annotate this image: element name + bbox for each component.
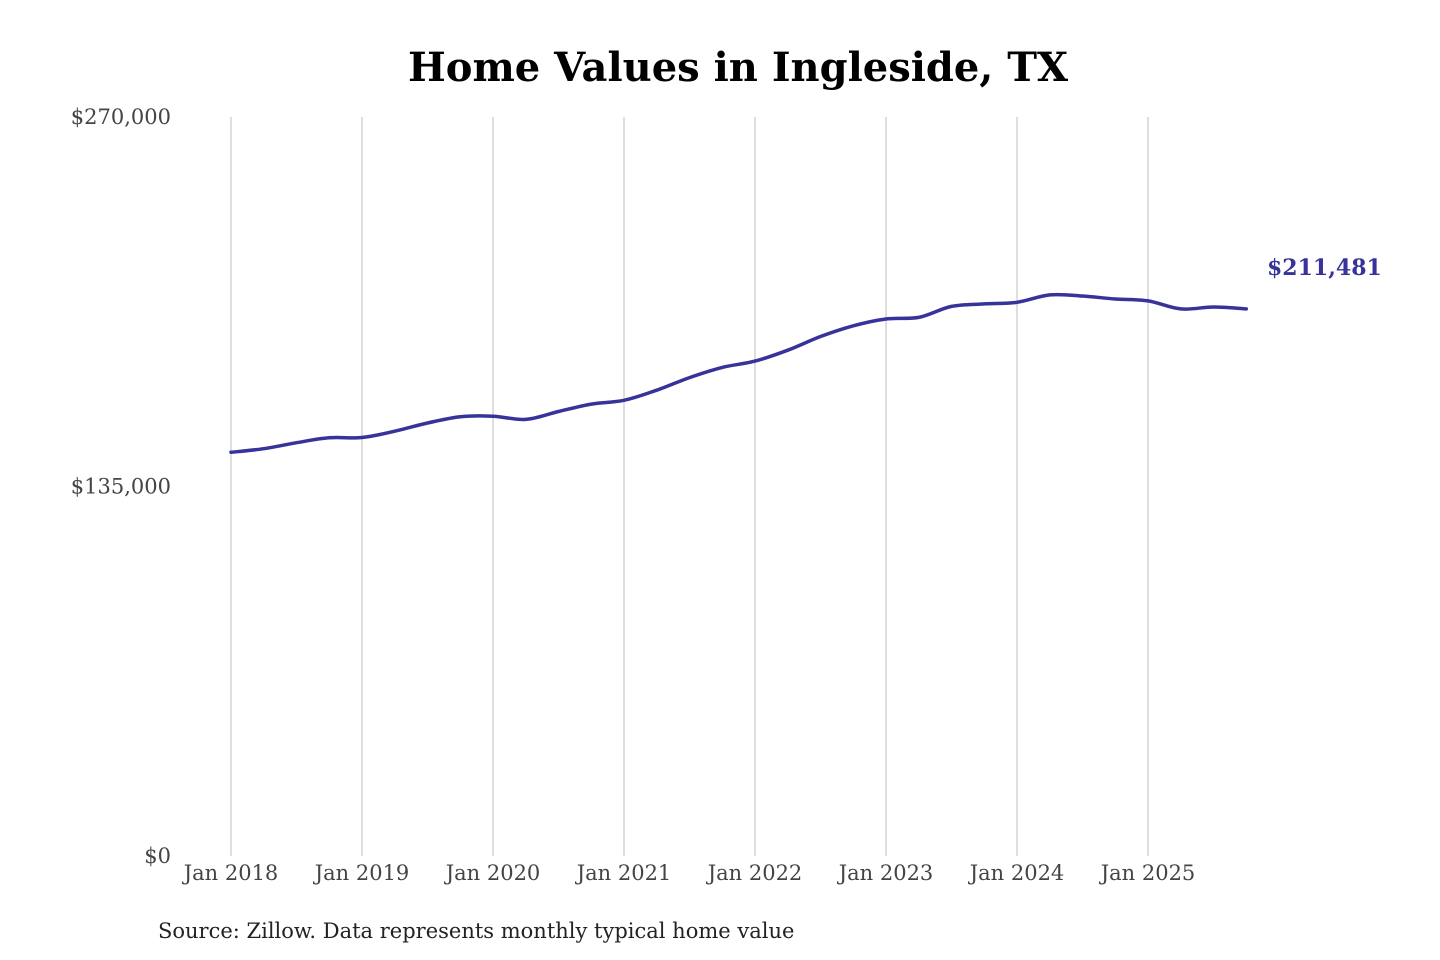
x-tick-label: Jan 2018 bbox=[182, 861, 279, 885]
series-line bbox=[229, 292, 1249, 455]
x-tick-label: Jan 2024 bbox=[968, 861, 1065, 885]
y-tick-label: $0 bbox=[144, 844, 171, 868]
x-tick-label: Jan 2021 bbox=[575, 861, 672, 885]
y-tick-label: $270,000 bbox=[71, 105, 171, 129]
x-tick-label: Jan 2020 bbox=[444, 861, 541, 885]
source-note: Source: Zillow. Data represents monthly … bbox=[158, 919, 794, 943]
grid-lines bbox=[230, 117, 1149, 856]
y-axis-ticks: $0 $135,000 $270,000 bbox=[71, 105, 171, 868]
x-tick-label: Jan 2023 bbox=[837, 861, 934, 885]
x-axis-ticks: Jan 2018 Jan 2019 Jan 2020 Jan 2021 Jan 2022… bbox=[182, 861, 1196, 885]
end-value-label: $211,481 bbox=[1267, 255, 1382, 281]
chart-title: Home Values in Ingleside, TX bbox=[408, 44, 1068, 91]
x-tick-label: Jan 2025 bbox=[1099, 861, 1196, 885]
y-tick-label: $135,000 bbox=[71, 475, 171, 499]
x-tick-label: Jan 2019 bbox=[313, 861, 410, 885]
x-tick-label: Jan 2022 bbox=[706, 861, 803, 885]
